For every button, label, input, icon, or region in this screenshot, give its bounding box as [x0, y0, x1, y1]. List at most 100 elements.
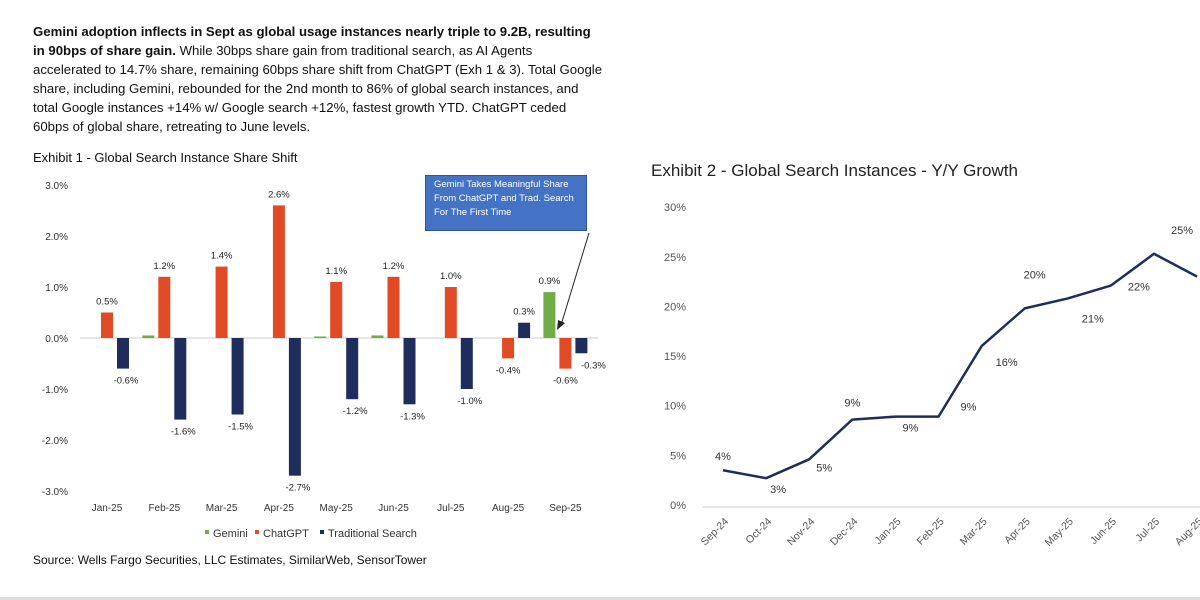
- data-label: 0.3%: [513, 307, 535, 318]
- bar-chatgpt: [330, 281, 343, 338]
- data-label: 4%: [715, 451, 731, 463]
- data-label: -1.3%: [400, 411, 425, 422]
- data-label: 1.2%: [383, 261, 405, 272]
- bar-traditional-search: [231, 338, 244, 415]
- data-label: 9%: [961, 402, 977, 414]
- x-tick-label: Mar-25: [958, 516, 990, 548]
- summary-body: While 30bps share gain from traditional …: [33, 43, 603, 134]
- data-label: 22%: [1128, 282, 1150, 294]
- data-label: -1.5%: [228, 422, 253, 433]
- bar-chatgpt: [215, 266, 228, 338]
- bar-chatgpt: [387, 276, 400, 338]
- data-label: 0.5%: [96, 297, 118, 308]
- data-label: 0.9%: [539, 276, 561, 287]
- x-tick-label: May-25: [1043, 516, 1076, 549]
- x-tick-label: Mar-25: [206, 503, 238, 514]
- bar-traditional-search: [117, 338, 129, 369]
- y-tick-label: 2.0%: [45, 232, 68, 243]
- x-tick-label: Apr-25: [264, 503, 294, 514]
- summary-lead: Gemini adoption inflects in Sept as glob…: [33, 24, 591, 58]
- bar-chatgpt: [272, 205, 285, 338]
- y-tick-label: 3.0%: [45, 181, 68, 192]
- y-tick-label: 20%: [664, 301, 686, 313]
- bar-gemini: [314, 336, 327, 338]
- annotation-box: Gemini Takes Meaningful Share From ChatG…: [425, 175, 587, 231]
- y-tick-label: 5%: [670, 450, 686, 462]
- data-label: -0.6%: [114, 376, 139, 387]
- data-label: 3%: [770, 484, 786, 496]
- bar-gemini: [543, 292, 556, 338]
- y-tick-label: 1.0%: [45, 283, 68, 294]
- legend-label: Traditional Search: [328, 528, 417, 540]
- growth-line: [722, 252, 1198, 480]
- data-label: -2.7%: [285, 483, 310, 494]
- bar-traditional-search: [346, 338, 359, 400]
- x-tick-label: Nov-24: [785, 516, 818, 549]
- bar-traditional-search: [518, 322, 531, 338]
- bar-traditional-search: [460, 338, 473, 389]
- x-tick-label: Feb-25: [148, 503, 180, 514]
- x-tick-label: Jun-25: [1088, 516, 1119, 547]
- legend-swatch: [255, 530, 259, 534]
- summary-paragraph: Gemini adoption inflects in Sept as glob…: [33, 22, 603, 136]
- bar-chatgpt: [101, 312, 113, 338]
- y-tick-label: 0.0%: [45, 334, 68, 345]
- bar-traditional-search: [174, 338, 187, 420]
- bar-traditional-search: [288, 338, 301, 476]
- bar-gemini: [142, 335, 155, 338]
- legend-swatch: [205, 530, 209, 534]
- x-tick-label: Aug-25: [1173, 516, 1200, 549]
- x-tick-label: Apr-25: [1002, 516, 1033, 547]
- legend-label: ChatGPT: [263, 528, 309, 540]
- bar-chatgpt: [444, 287, 457, 338]
- x-tick-label: Aug-25: [492, 503, 525, 514]
- data-label: 5%: [816, 462, 832, 474]
- x-tick-label: Sep-25: [549, 503, 582, 514]
- bar-gemini: [371, 335, 384, 338]
- bar-chatgpt: [158, 276, 171, 338]
- source-note: Source: Wells Fargo Securities, LLC Esti…: [33, 553, 427, 567]
- data-label: -0.4%: [496, 365, 521, 376]
- legend-swatch: [320, 530, 324, 534]
- arrow-head-icon: [557, 320, 565, 330]
- bar-traditional-search: [403, 338, 416, 405]
- exhibit-1-title: Exhibit 1 - Global Search Instance Share…: [33, 150, 298, 165]
- bar-traditional-search: [575, 338, 588, 354]
- x-tick-label: Oct-24: [743, 516, 774, 547]
- x-tick-label: Jul-25: [437, 503, 465, 514]
- y-tick-label: 0%: [670, 500, 686, 512]
- y-tick-label: -1.0%: [42, 385, 68, 396]
- x-tick-label: Jul-25: [1133, 516, 1162, 545]
- data-label: 9%: [902, 423, 918, 435]
- bar-chatgpt: [502, 338, 515, 359]
- x-tick-label: Feb-25: [915, 516, 947, 548]
- legend-label: Gemini: [213, 528, 248, 540]
- x-tick-label: Jan-25: [92, 503, 123, 514]
- y-tick-label: -3.0%: [42, 487, 68, 498]
- data-label: 21%: [1082, 313, 1104, 325]
- x-tick-label: Jan-25: [872, 516, 903, 547]
- bar-chatgpt: [559, 338, 572, 369]
- data-label: 1.2%: [153, 261, 175, 272]
- x-tick-label: May-25: [320, 503, 354, 514]
- y-tick-label: 10%: [664, 401, 686, 413]
- data-label: -1.6%: [171, 427, 196, 438]
- data-label: 2.6%: [268, 189, 290, 200]
- data-label: -1.0%: [457, 396, 482, 407]
- data-label: -0.3%: [581, 360, 606, 371]
- data-label: 1.1%: [325, 266, 347, 277]
- data-label: -0.6%: [553, 376, 578, 387]
- divider: [0, 597, 1200, 600]
- y-tick-label: 15%: [664, 351, 686, 363]
- data-label: 16%: [996, 357, 1018, 369]
- data-label: 20%: [1024, 269, 1046, 281]
- data-label: 1.4%: [211, 251, 233, 262]
- y-tick-label: 25%: [664, 252, 686, 264]
- x-tick-label: Sep-24: [699, 516, 732, 549]
- y-tick-label: -2.0%: [42, 436, 68, 447]
- data-label: 1.0%: [440, 271, 462, 282]
- data-label: -1.2%: [343, 406, 368, 417]
- exhibit-2-title: Exhibit 2 - Global Search Instances - Y/…: [651, 161, 1018, 180]
- y-tick-label: 30%: [664, 202, 686, 214]
